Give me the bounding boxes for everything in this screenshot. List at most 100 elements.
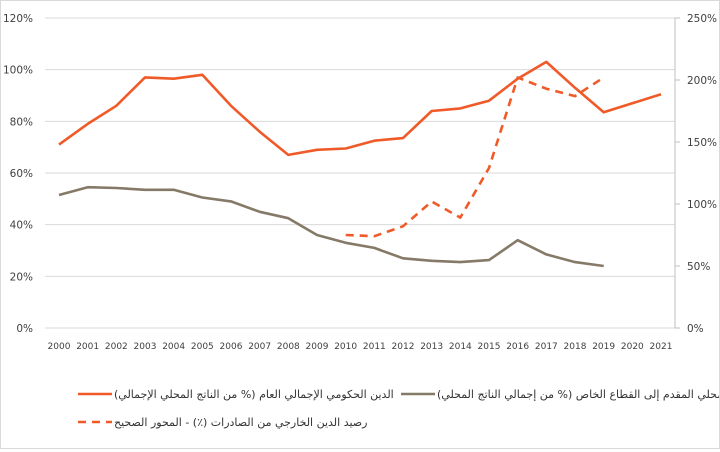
data-point-gov-debt — [58, 143, 60, 145]
x-tick-label: 2008 — [277, 342, 300, 352]
data-point-external-debt — [344, 234, 346, 236]
x-tick-label: 2007 — [248, 342, 271, 352]
left-tick-label: 40% — [10, 220, 33, 232]
data-point-private-credit — [115, 187, 117, 189]
data-point-gov-debt — [402, 137, 404, 139]
data-point-gov-debt — [574, 87, 576, 89]
x-tick-label: 2019 — [592, 342, 615, 352]
legend-label-external-debt: رصيد الدين الخارجي من الصادرات (٪) - الم… — [114, 416, 367, 429]
data-point-private-credit — [373, 247, 375, 249]
legend-item-gov-debt: الدين الحكومي الإجمالي العام (% من النات… — [78, 388, 394, 401]
x-axis: 2000 2001 2002 2003 2004 2005 2006 2007 2008 2009… — [48, 342, 673, 352]
data-point-gov-debt — [660, 93, 662, 95]
data-point-gov-debt — [488, 99, 490, 101]
x-tick-label: 2006 — [220, 342, 243, 352]
left-tick-label: 60% — [10, 168, 33, 180]
right-tick-label: 100% — [687, 199, 717, 211]
right-tick-label: 50% — [687, 261, 710, 273]
right-axis: 0% 50% 100% 150% 200% 250% — [674, 13, 717, 335]
data-point-private-credit — [86, 186, 88, 188]
data-point-private-credit — [287, 217, 289, 219]
x-tick-label: 2004 — [162, 342, 185, 352]
x-tick-label: 2005 — [191, 342, 214, 352]
series-line-gov-debt — [58, 60, 662, 157]
x-tick-label: 2002 — [105, 342, 128, 352]
gridlines — [45, 17, 675, 329]
left-tick-label: 0% — [16, 323, 33, 335]
data-point-private-credit — [58, 194, 60, 196]
data-point-gov-debt — [545, 61, 547, 63]
left-axis: 0% 20% 40% 60% 80% 100% 120% — [3, 13, 33, 335]
data-point-private-credit — [144, 189, 146, 191]
left-tick-label: 100% — [3, 65, 33, 77]
data-point-private-credit — [516, 239, 518, 241]
x-tick-label: 2017 — [535, 342, 558, 352]
legend-label-gov-debt: الدين الحكومي الإجمالي العام (% من النات… — [114, 388, 394, 401]
left-tick-label: 80% — [10, 116, 33, 128]
x-tick-label: 2015 — [478, 342, 501, 352]
legend-item-external-debt: رصيد الدين الخارجي من الصادرات (٪) - الم… — [78, 416, 367, 429]
data-point-private-credit — [201, 196, 203, 198]
data-point-external-debt — [488, 167, 490, 169]
data-point-private-credit — [172, 189, 174, 191]
data-point-gov-debt — [201, 74, 203, 76]
data-point-private-credit — [459, 261, 461, 263]
data-point-gov-debt — [459, 107, 461, 109]
x-tick-label: 2018 — [564, 342, 587, 352]
data-point-private-credit — [602, 265, 604, 267]
data-point-external-debt — [516, 76, 518, 78]
data-point-gov-debt — [172, 78, 174, 80]
right-tick-label: 150% — [687, 137, 717, 149]
x-tick-label: 2003 — [134, 342, 157, 352]
data-point-external-debt — [545, 87, 547, 89]
series-group — [58, 60, 662, 268]
data-point-gov-debt — [230, 105, 232, 107]
x-tick-label: 2000 — [48, 342, 71, 352]
data-point-private-credit — [316, 234, 318, 236]
series-line-external-debt — [345, 76, 605, 238]
data-point-private-credit — [574, 261, 576, 263]
legend: الدين الحكومي الإجمالي العام (% من النات… — [78, 388, 720, 429]
series-line-private-credit — [58, 185, 604, 268]
data-point-gov-debt — [316, 149, 318, 151]
data-point-external-debt — [373, 235, 375, 237]
data-point-gov-debt — [344, 147, 346, 149]
data-point-gov-debt — [144, 76, 146, 78]
data-point-private-credit — [430, 260, 432, 262]
left-tick-label: 120% — [3, 13, 33, 25]
data-point-gov-debt — [287, 154, 289, 156]
x-tick-label: 2009 — [306, 342, 329, 352]
x-tick-label: 2021 — [650, 342, 673, 352]
data-point-external-debt — [430, 200, 432, 202]
right-tick-label: 0% — [687, 323, 704, 335]
data-point-gov-debt — [602, 111, 604, 113]
left-tick-label: 20% — [10, 271, 33, 283]
x-tick-label: 2016 — [506, 342, 529, 352]
data-point-gov-debt — [86, 123, 88, 125]
data-point-private-credit — [258, 211, 260, 213]
x-tick-label: 2012 — [392, 342, 415, 352]
data-point-private-credit — [488, 259, 490, 261]
data-point-private-credit — [230, 200, 232, 202]
data-point-private-credit — [344, 242, 346, 244]
data-point-gov-debt — [631, 102, 633, 104]
x-tick-label: 2013 — [420, 342, 443, 352]
legend-label-private-credit: الائتمان المحلي المقدم إلى القطاع الخاص … — [437, 388, 719, 401]
data-point-gov-debt — [430, 110, 432, 112]
right-tick-label: 250% — [687, 13, 717, 25]
data-point-gov-debt — [373, 140, 375, 142]
right-tick-label: 200% — [687, 75, 717, 87]
x-tick-label: 2001 — [76, 342, 99, 352]
x-tick-label: 2010 — [334, 342, 357, 352]
data-point-external-debt — [602, 76, 604, 78]
legend-item-private-credit: الائتمان المحلي المقدم إلى القطاع الخاص … — [401, 388, 720, 401]
data-point-external-debt — [574, 95, 576, 97]
x-tick-label: 2020 — [621, 342, 644, 352]
data-point-external-debt — [459, 216, 461, 218]
data-point-gov-debt — [258, 130, 260, 132]
data-point-private-credit — [545, 253, 547, 255]
x-tick-label: 2014 — [449, 342, 472, 352]
x-tick-label: 2011 — [363, 342, 386, 352]
